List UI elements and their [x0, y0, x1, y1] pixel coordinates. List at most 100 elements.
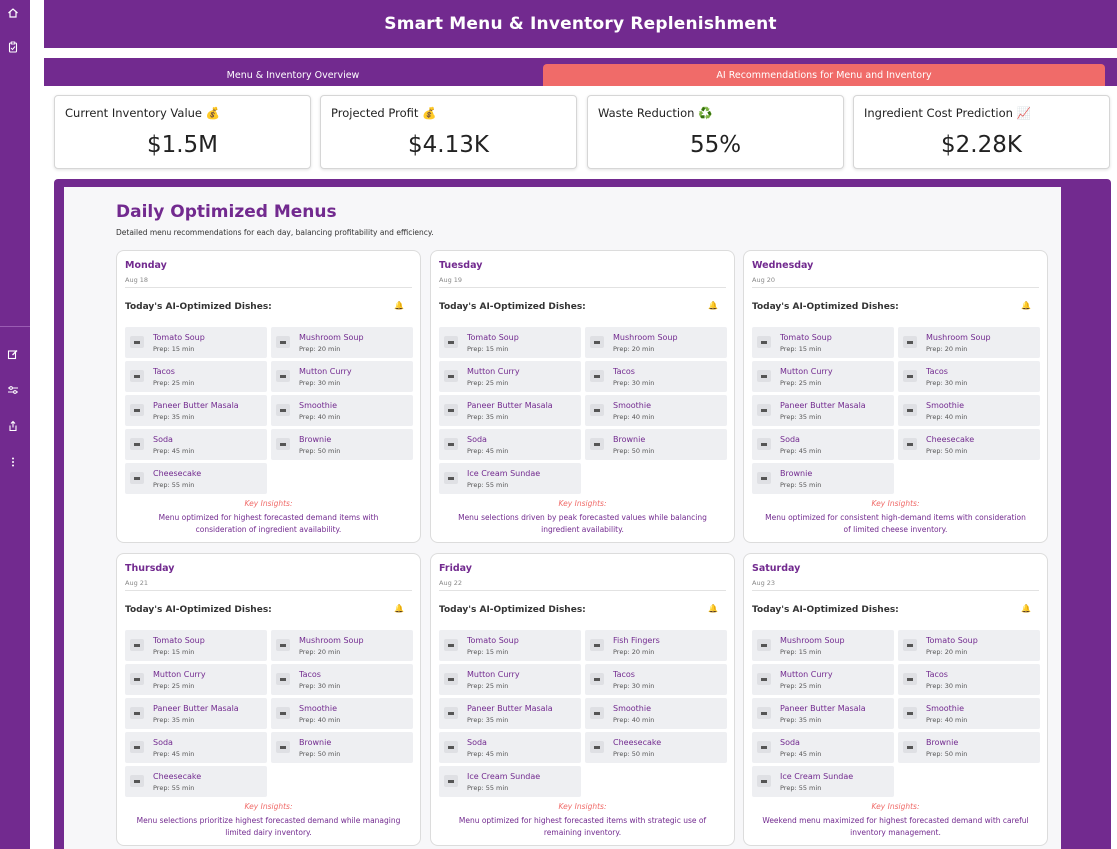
dish-image-icon — [130, 707, 144, 719]
dish-tile: Soda Prep: 45 min — [439, 732, 581, 763]
dish-image-icon — [444, 707, 458, 719]
section-title: Daily Optimized Menus — [116, 202, 337, 222]
tab-ai-recommendations[interactable]: AI Recommendations for Menu and Inventor… — [543, 64, 1105, 86]
dish-prep-time: Prep: 35 min — [153, 716, 195, 724]
dish-name: Tacos — [153, 367, 175, 376]
dish-name: Cheesecake — [153, 772, 202, 781]
dish-prep-time: Prep: 15 min — [153, 648, 195, 656]
dish-prep-time: Prep: 35 min — [153, 413, 195, 421]
dish-prep-time: Prep: 40 min — [926, 413, 968, 421]
dish-name: Mushroom Soup — [780, 636, 845, 645]
kpi-value: $4.13K — [408, 132, 489, 158]
dish-image-icon — [757, 472, 771, 484]
dish-image-icon — [130, 472, 144, 484]
dish-tile: Tacos Prep: 30 min — [585, 361, 727, 392]
dish-name: Smoothie — [299, 704, 338, 713]
dish-image-icon — [130, 438, 144, 450]
dish-prep-time: Prep: 50 min — [613, 447, 655, 455]
dish-prep-time: Prep: 25 min — [467, 379, 509, 387]
dishes-heading: Today's AI-Optimized Dishes: — [439, 302, 586, 312]
bell-icon: 🔔 — [1021, 604, 1031, 613]
dish-name: Tomato Soup — [467, 636, 519, 645]
dish-image-icon — [444, 404, 458, 416]
kpi-card-waste-reduction: Waste Reduction ♻️ 55% — [587, 95, 844, 169]
dish-prep-time: Prep: 30 min — [299, 379, 341, 387]
sliders-icon[interactable] — [5, 382, 21, 398]
day-date: Aug 20 — [752, 276, 776, 284]
share-icon[interactable] — [5, 418, 21, 434]
day-name: Wednesday — [752, 260, 814, 271]
dish-prep-time: Prep: 45 min — [467, 750, 509, 758]
dish-image-icon — [903, 370, 917, 382]
day-date: Aug 21 — [125, 579, 149, 587]
dish-prep-time: Prep: 45 min — [467, 447, 509, 455]
dish-prep-time: Prep: 30 min — [926, 379, 968, 387]
dish-name: Paneer Butter Masala — [467, 401, 553, 410]
dish-name: Ice Cream Sundae — [467, 469, 541, 478]
dish-tile: Mutton Curry Prep: 25 min — [125, 664, 267, 695]
day-name: Monday — [125, 260, 167, 271]
dish-tile: Tomato Soup Prep: 15 min — [439, 630, 581, 661]
key-insights-label: Key Insights: — [871, 499, 920, 508]
dish-image-icon — [276, 370, 290, 382]
dish-image-icon — [276, 707, 290, 719]
dish-prep-time: Prep: 40 min — [613, 716, 655, 724]
dish-prep-time: Prep: 45 min — [780, 750, 822, 758]
key-insights-label: Key Insights: — [244, 802, 293, 811]
kpi-value: 55% — [689, 132, 742, 158]
dish-prep-time: Prep: 55 min — [153, 784, 195, 792]
dish-tile: Ice Cream Sundae Prep: 55 min — [439, 766, 581, 797]
kpi-value: $2.28K — [941, 132, 1022, 158]
day-card-wednesday: Wednesday Aug 20 Today's AI-Optimized Dish… — [743, 250, 1048, 543]
dish-image-icon — [590, 438, 604, 450]
card-divider — [439, 287, 726, 288]
dish-tile: Smoothie Prep: 40 min — [898, 698, 1040, 729]
dish-tile: Tacos Prep: 25 min — [125, 361, 267, 392]
dish-tile: Tomato Soup Prep: 20 min — [898, 630, 1040, 661]
card-divider — [752, 287, 1039, 288]
dish-name: Smoothie — [926, 401, 965, 410]
bell-icon: 🔔 — [1021, 301, 1031, 310]
dish-prep-time: Prep: 30 min — [613, 682, 655, 690]
dish-tile: Mutton Curry Prep: 25 min — [439, 361, 581, 392]
dish-prep-time: Prep: 40 min — [299, 413, 341, 421]
clipboard-icon[interactable] — [5, 39, 21, 55]
dish-name: Tomato Soup — [153, 636, 205, 645]
dish-prep-time: Prep: 55 min — [780, 481, 822, 489]
card-divider — [752, 590, 1039, 591]
dish-prep-time: Prep: 45 min — [153, 447, 195, 455]
dish-name: Paneer Butter Masala — [780, 704, 866, 713]
dish-tile: Soda Prep: 45 min — [125, 732, 267, 763]
home-icon[interactable] — [5, 5, 21, 21]
dish-tile: Smoothie Prep: 40 min — [585, 395, 727, 426]
day-card-tuesday: Tuesday Aug 19 Today's AI-Optimized Dishes… — [430, 250, 735, 543]
dish-image-icon — [757, 404, 771, 416]
dish-prep-time: Prep: 25 min — [780, 682, 822, 690]
dish-name: Soda — [467, 738, 487, 747]
dish-name: Ice Cream Sundae — [467, 772, 541, 781]
dish-name: Tomato Soup — [467, 333, 519, 342]
dish-prep-time: Prep: 30 min — [613, 379, 655, 387]
dish-tile: Smoothie Prep: 40 min — [271, 698, 413, 729]
dish-prep-time: Prep: 40 min — [926, 716, 968, 724]
dish-tile: Tomato Soup Prep: 15 min — [125, 630, 267, 661]
dish-image-icon — [444, 370, 458, 382]
dish-name: Soda — [153, 435, 173, 444]
dish-prep-time: Prep: 40 min — [613, 413, 655, 421]
more-vertical-icon[interactable] — [5, 454, 21, 470]
edit-icon[interactable] — [5, 346, 21, 362]
key-insights-label: Key Insights: — [871, 802, 920, 811]
day-name: Thursday — [125, 563, 175, 574]
dish-image-icon — [590, 336, 604, 348]
dish-tile: Mushroom Soup Prep: 20 min — [271, 630, 413, 661]
dish-name: Cheesecake — [613, 738, 662, 747]
dish-name: Cheesecake — [153, 469, 202, 478]
key-insights-text: Menu optimized for highest forecasted it… — [458, 816, 707, 837]
dish-prep-time: Prep: 15 min — [153, 345, 195, 353]
day-date: Aug 19 — [439, 276, 463, 284]
key-insights-text: Menu selections prioritize highest forec… — [136, 816, 401, 837]
dish-image-icon — [276, 404, 290, 416]
dish-prep-time: Prep: 30 min — [299, 682, 341, 690]
key-insights-text: Menu optimized for consistent high-deman… — [765, 513, 1026, 534]
tab-menu-inventory-overview[interactable]: Menu & Inventory Overview — [226, 69, 360, 81]
